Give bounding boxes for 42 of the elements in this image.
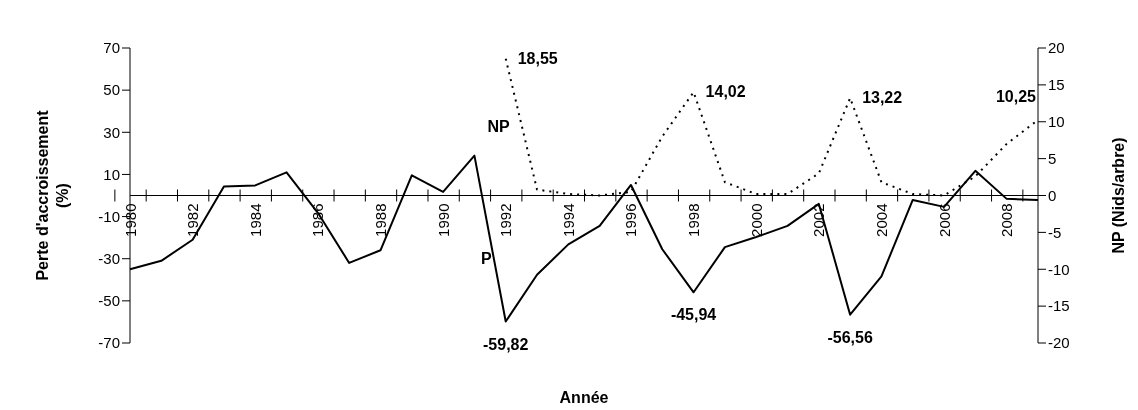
y2-tick-label: 0 — [1048, 186, 1057, 204]
x-tick-label: 1992 — [497, 203, 515, 237]
y-tick-label: -30 — [98, 250, 120, 268]
y-tick-label: 50 — [103, 81, 120, 99]
y2-tick-label: -10 — [1048, 260, 1070, 278]
x-tick-label: 1984 — [246, 203, 264, 237]
x-tick-label: 1980 — [121, 203, 139, 237]
data-label: 13,22 — [862, 89, 903, 106]
y-tick-label: -10 — [98, 207, 120, 225]
data-label: 18,55 — [517, 49, 558, 67]
y-tick-label: -50 — [98, 292, 120, 310]
y-tick-label: -70 — [98, 334, 120, 352]
x-tick-label: 1990 — [434, 203, 452, 237]
y2-tick-label: 10 — [1048, 113, 1065, 131]
y2-tick-label: -20 — [1048, 334, 1070, 352]
data-label: -45,94 — [670, 306, 717, 324]
y-axis-title: Perte d'accroissement (%) — [34, 109, 71, 281]
y2-axis-title: NP (Nids/arbre) — [1109, 137, 1127, 254]
series-label: P — [481, 249, 493, 267]
y2-tick-label: -15 — [1048, 297, 1070, 315]
y2-tick-label: -5 — [1048, 223, 1062, 241]
x-tick-label: 1998 — [685, 203, 703, 237]
data-label: 10,25 — [995, 87, 1037, 105]
data-label: -59,82 — [483, 335, 529, 353]
x-axis-title: Année — [559, 389, 609, 406]
x-tick-label: 2000 — [747, 203, 765, 237]
data-label: -56,56 — [827, 328, 873, 346]
data-label: 14,02 — [705, 83, 746, 101]
series-label: NP — [487, 118, 511, 136]
x-tick-label: 2004 — [872, 203, 890, 237]
y2-tick-label: 15 — [1048, 76, 1065, 94]
x-tick-label: 1996 — [622, 203, 640, 237]
y-tick-label: 10 — [103, 165, 120, 183]
y2-tick-label: 20 — [1048, 39, 1065, 57]
x-tick-label: 1988 — [371, 203, 389, 237]
x-tick-label: 2008 — [998, 203, 1016, 237]
y2-tick-label: 5 — [1048, 149, 1057, 167]
x-tick-label: 1994 — [559, 203, 577, 237]
x-tick-label: 1982 — [184, 203, 202, 237]
x-tick-label: 2006 — [935, 203, 953, 237]
y-tick-label: 30 — [103, 123, 120, 141]
y-tick-label: 70 — [103, 39, 120, 57]
